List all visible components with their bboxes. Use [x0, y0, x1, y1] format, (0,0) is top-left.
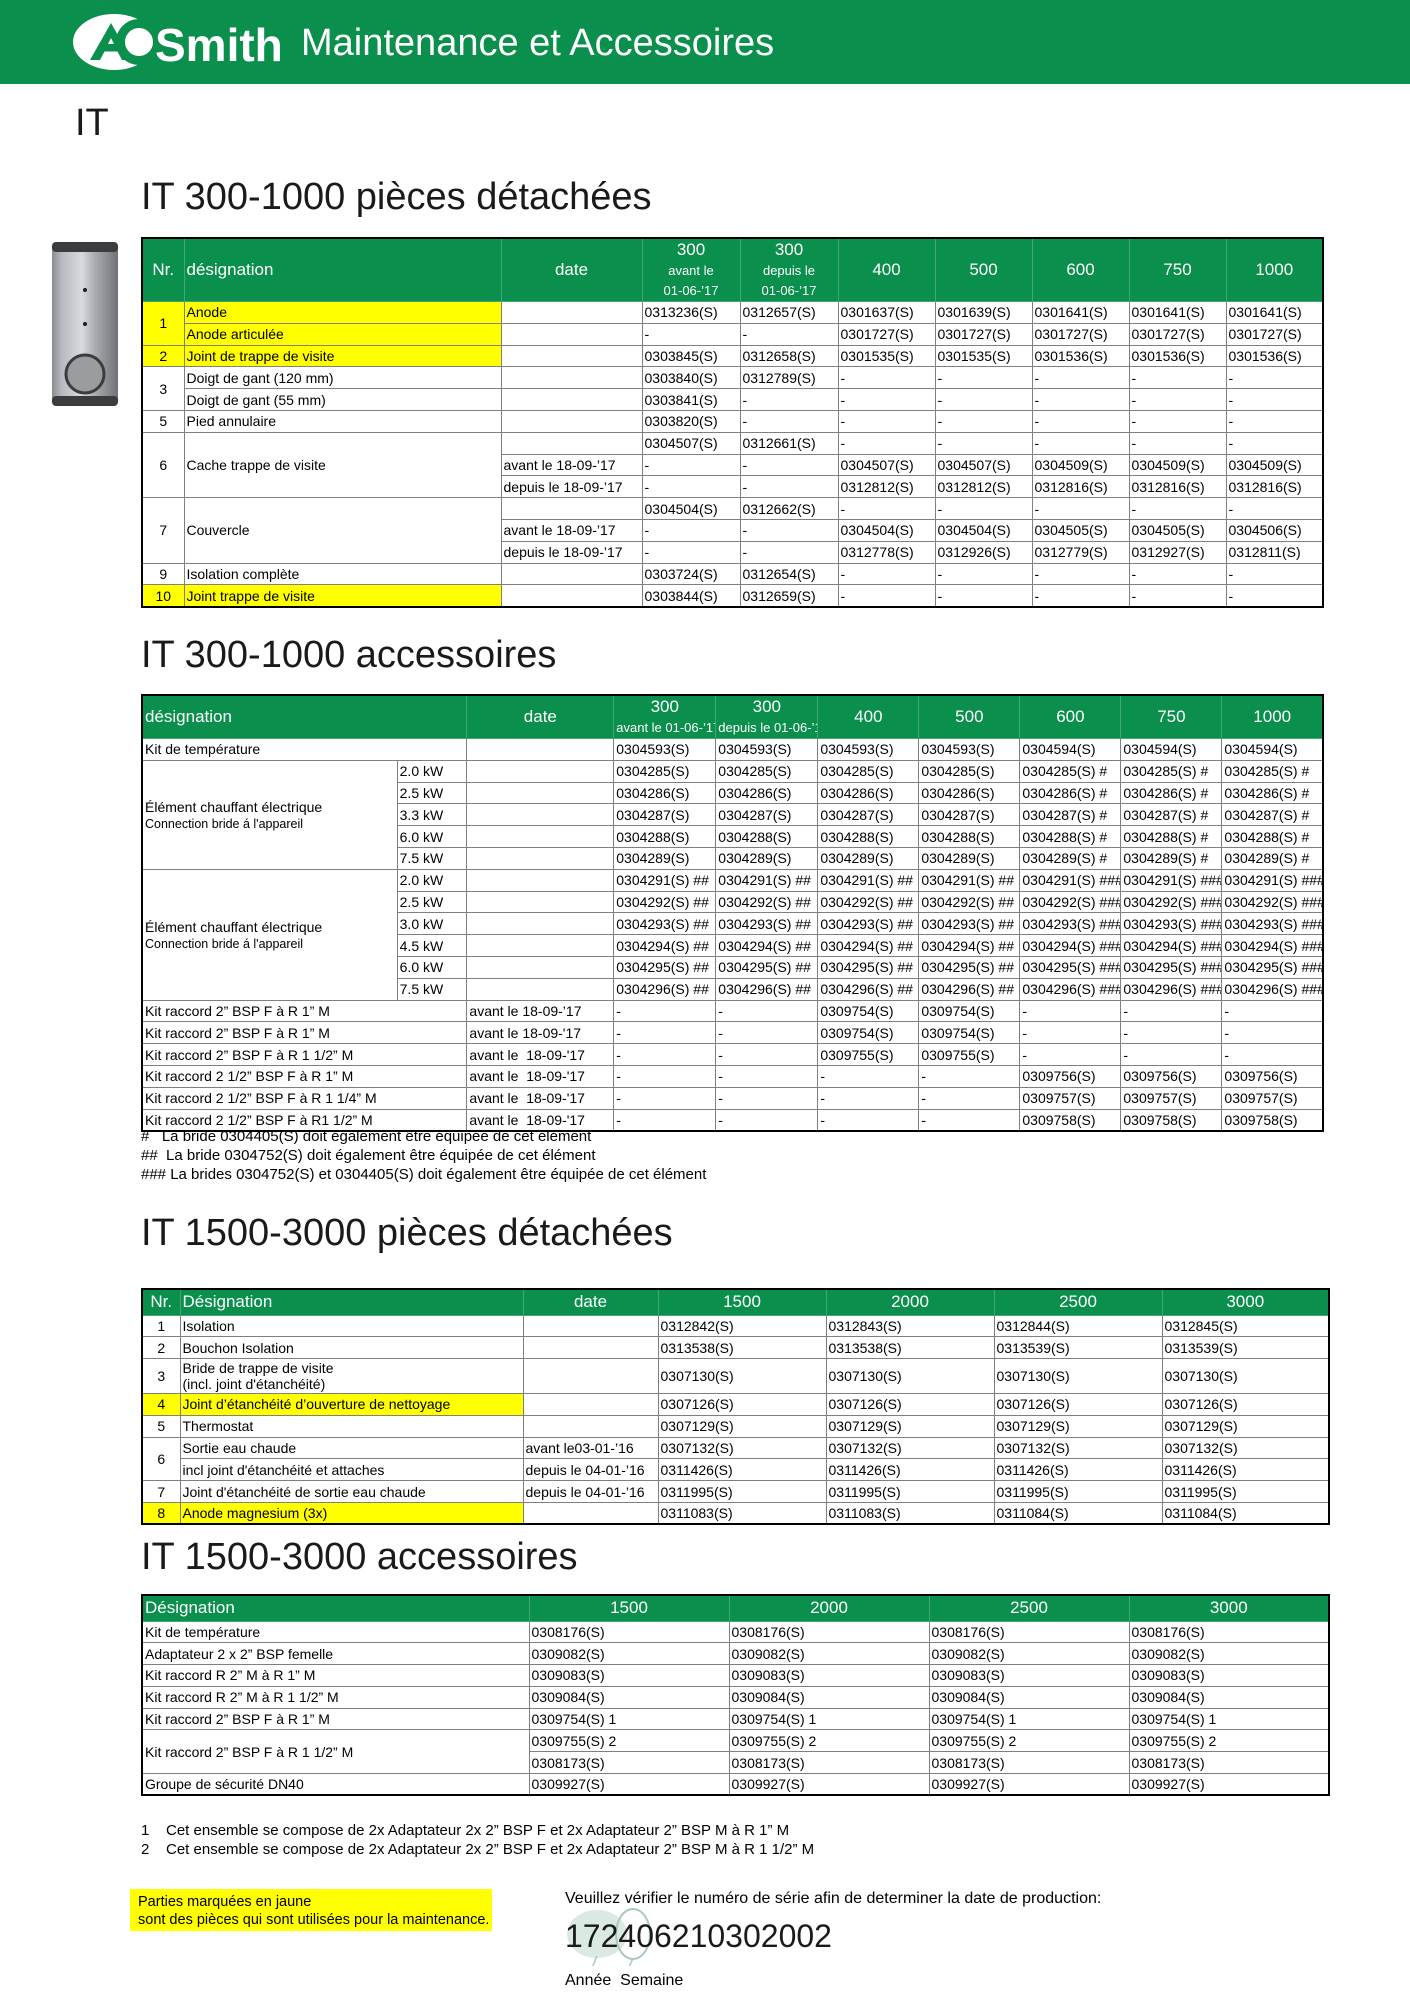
svg-text:172406210302002: 172406210302002 [565, 1918, 832, 1954]
svg-text:Smith: Smith [155, 19, 283, 71]
